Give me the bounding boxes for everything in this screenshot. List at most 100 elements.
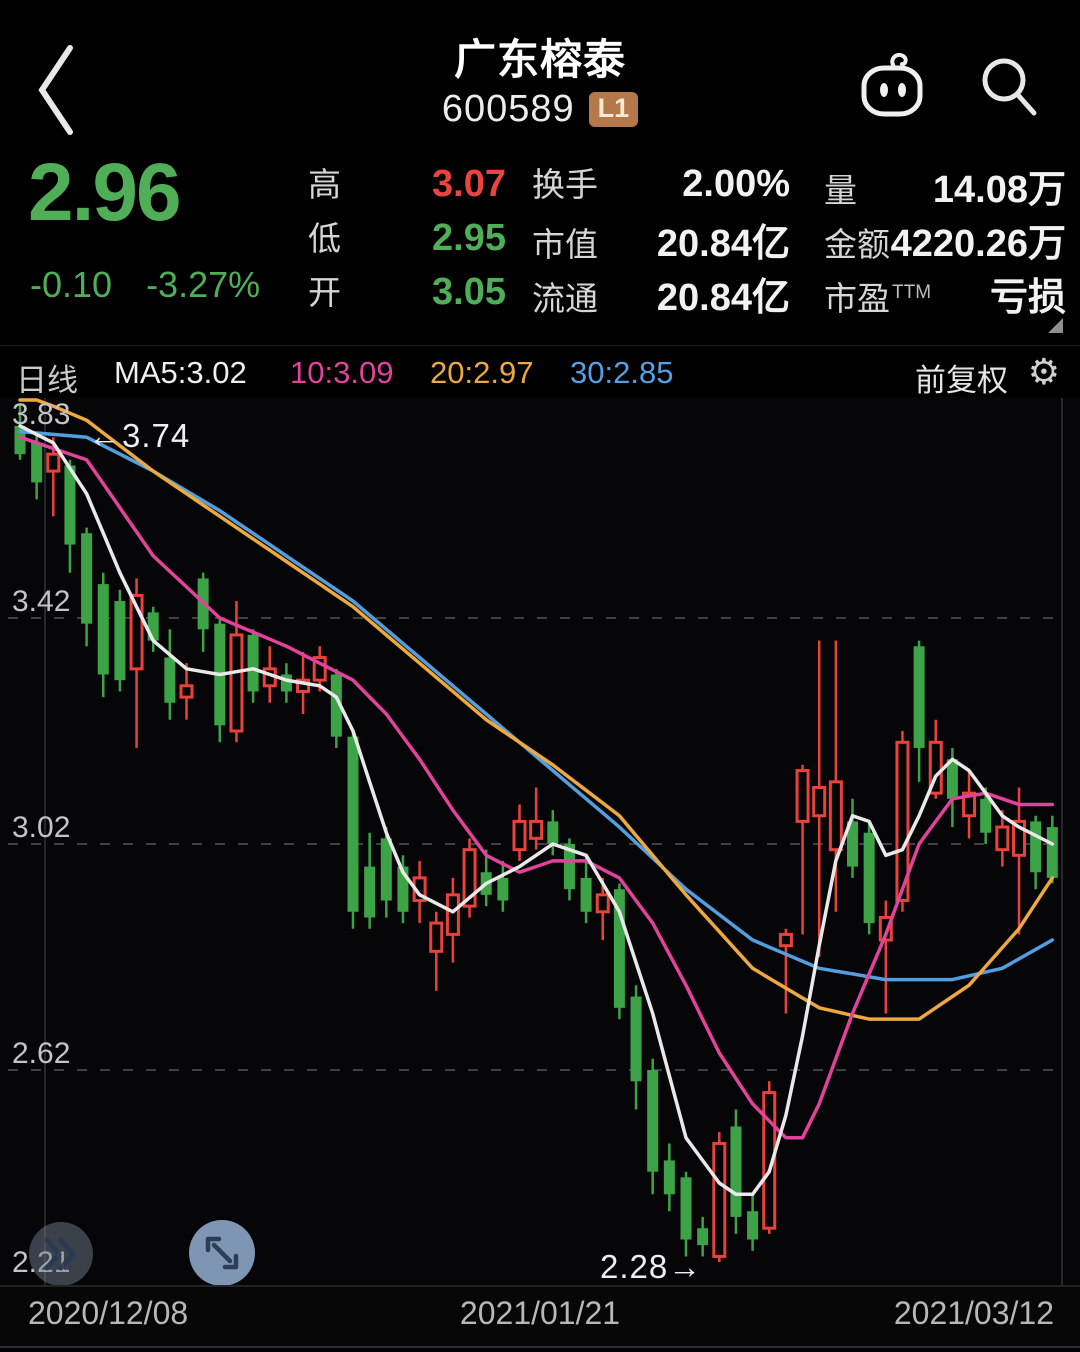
candle-21 [364,832,376,929]
candle-40 [680,1171,692,1257]
candle-53 [895,731,910,912]
candle-61 [1030,815,1042,890]
candle-4 [81,527,93,647]
chart-toolbar: 日线 MA5:3.02 10:3.09 20:2.97 30:2.85 前复权 … [0,345,1080,398]
double-chevron-right-icon [44,1237,76,1271]
candle-3 [64,459,76,573]
ma10-line [18,435,1055,1140]
stat-low: 低 2.95 [308,217,506,259]
stat-open: 开 3.05 [308,271,506,313]
candle-50 [847,798,858,878]
candle-35 [595,877,610,941]
fast-forward-button[interactable] [29,1222,93,1286]
ma30-line [18,429,1055,982]
candle-51 [863,821,875,935]
stat-volume: 量 14.08万 [824,169,1066,211]
robot-icon [861,53,923,117]
candle-11 [197,572,209,652]
back-button[interactable] [26,40,86,140]
candle-58 [980,787,992,844]
candle-12 [214,618,226,743]
candle-6 [114,589,126,692]
search-button[interactable] [976,52,1042,122]
ma-lines [18,398,1055,1197]
candle-48 [812,640,827,957]
candle-18 [312,646,327,692]
candle-20 [347,731,359,929]
ohl-column: 高 3.07 低 2.95 开 3.05 [308,158,506,320]
stat-market-cap: 市值 20.84亿 [532,223,790,265]
ma20-readout: 20:2.97 [430,355,534,390]
expand-arrows-icon [205,1236,239,1270]
candle-60 [1012,787,1026,935]
chevron-left-icon [38,45,73,135]
candle-36 [613,883,625,1020]
candle-26 [445,877,460,963]
candle-23 [397,855,409,924]
stat-float-cap: 流通 20.84亿 [532,277,790,319]
period-tab-daily[interactable]: 日线 [16,363,78,398]
candle-19 [330,668,342,748]
adjust-mode-button[interactable]: 前复权 [915,363,1008,398]
candle-5 [97,572,109,698]
ma30-readout: 30:2.85 [570,355,674,390]
candle-41 [697,1216,709,1257]
page-title: 广东榕泰 [453,36,626,83]
cap-column: 换手 2.00% 市值 20.84亿 流通 20.84亿 [532,158,790,320]
fullscreen-button[interactable] [189,1220,255,1286]
candle-14 [247,629,259,703]
candle-44 [747,1194,759,1251]
ttm-superscript: TTM [892,282,932,303]
date-axis-mid: 2021/01/21 [459,1295,621,1331]
bottom-divider [0,1346,1080,1348]
date-axis: 2020/12/08 2021/01/21 2021/03/12 [0,1285,1080,1347]
candle-52 [878,900,893,1014]
date-axis-end: 2021/03/12 [893,1295,1054,1331]
candle-54 [913,640,925,782]
candle-45 [762,1081,777,1234]
candle-55 [928,719,943,799]
candle-30 [512,804,527,861]
ma10-readout: 10:3.09 [290,355,394,390]
ma20-line [18,398,1055,1021]
candle-59 [995,810,1010,867]
candle-8 [147,606,159,652]
candle-2 [46,437,61,517]
ma5-line [18,424,1055,1197]
candle-57 [962,770,977,839]
candle-39 [663,1143,675,1212]
chart-borders [44,398,1063,1285]
candle-22 [380,827,392,918]
l1-badge: L1 [588,92,639,127]
stat-pe-ttm: 市盈 TTM 亏损 [824,277,1066,319]
candle-49 [828,640,843,912]
expand-quote-triangle[interactable] [1048,318,1063,333]
candle-10 [179,663,194,720]
stat-high: 高 3.07 [308,163,506,205]
candle-25 [429,911,444,991]
gear-icon[interactable]: ⚙ [1027,351,1060,392]
stat-turnover: 换手 2.00% [532,163,790,205]
candles [14,403,1058,1263]
stat-amount: 金额 4220.26万 [824,223,1066,265]
candle-43 [730,1109,742,1234]
candle-42 [712,1132,727,1263]
price-change: -0.10 [30,264,113,305]
candle-29 [497,860,509,912]
candle-31 [529,787,544,850]
candle-34 [580,855,592,924]
price-change-row: -0.10 -3.27% [30,264,260,306]
volume-column: 量 14.08万 金额 4220.26万 市盈 TTM 亏损 [824,158,1066,320]
assistant-button[interactable] [858,52,926,122]
candle-47 [795,764,810,935]
stock-code-row: 600589 L1 [0,88,1080,131]
gridlines [8,617,1062,1071]
candle-62 [1046,815,1058,884]
last-price: 2.96 [28,147,182,238]
search-icon [982,58,1037,116]
candle-16 [280,663,292,703]
candle-9 [164,629,176,720]
candle-38 [647,1058,659,1195]
stock-code: 600589 [441,88,575,130]
